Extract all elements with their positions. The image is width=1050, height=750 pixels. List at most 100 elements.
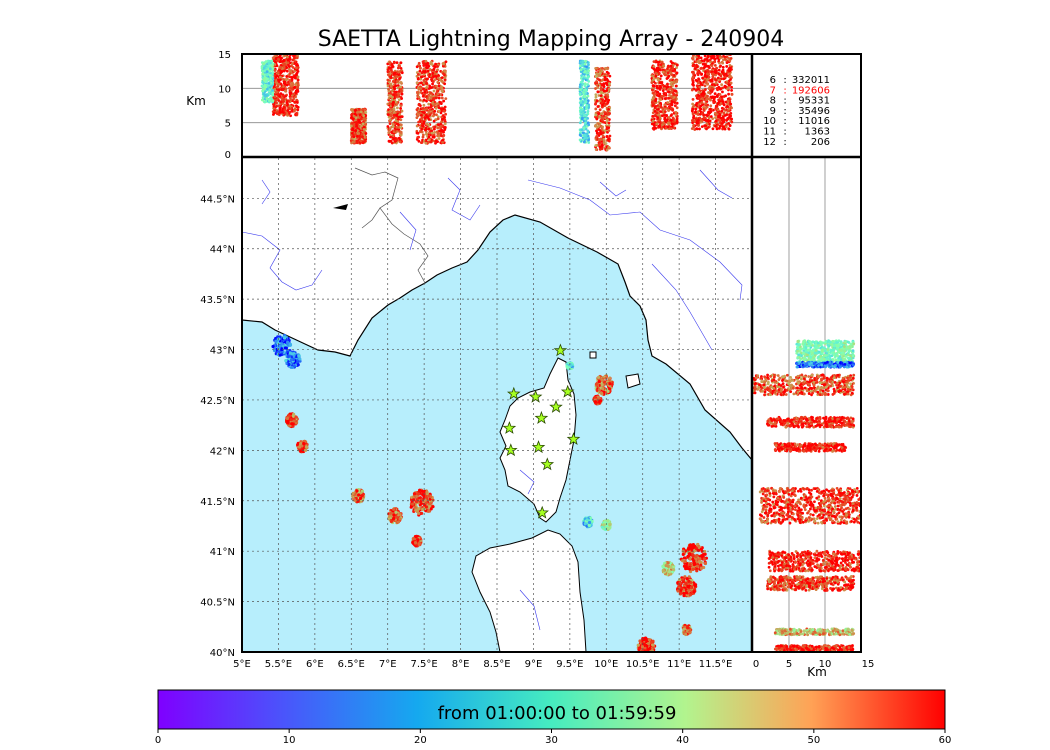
lightning-cluster [679,542,709,574]
lightning-cluster [411,534,423,548]
latitude-cluster [795,339,856,365]
station-star [534,410,549,424]
station-star [540,457,555,471]
latitude-cluster [767,549,861,573]
longitude-tick-label: 8.5°E [483,659,510,670]
station-count: 206 [811,137,830,148]
station-star [549,399,563,413]
station-star [531,440,546,454]
station-count: 95331 [798,96,830,107]
latitude-cluster [758,486,861,525]
station-count-row: 8: 95331 [770,96,830,107]
latitude-cluster [766,415,856,429]
longitude-tick-label: 7.5°E [411,659,438,670]
altitude-x-label: Km [807,665,827,679]
altitude-x-ticks: 0 5 10 15 [753,659,875,670]
altitude-tick-label: 15 [218,50,231,61]
lightning-cluster [600,518,612,532]
svg-text::: : [783,137,786,148]
latitude-tick-label: 44.5°N [200,194,235,205]
station-count: 35496 [798,106,830,117]
longitude-tick-label: 5.5°E [265,659,292,670]
lightning-cluster [661,560,676,577]
lightning-cluster [284,350,302,370]
station-number: 10 [763,116,776,127]
altitude-longitude-panel: 0 5 10 15 Km [186,50,861,161]
lightning-cluster [582,515,594,529]
latitude-ticks: 40°N 40.5°N 41°N 41.5°N 42°N 42.5°N 43°N 43.5°N… [200,194,235,659]
colorbar-ticks: 0 10 20 30 40 50 60 [155,729,951,746]
longitude-tick-label: 6.5°E [338,659,365,670]
lightning-cluster [387,507,403,525]
longitude-tick-label: 7°E [379,659,397,670]
colorbar-tick-label: 40 [676,735,689,746]
figure-frame [241,53,862,653]
station-number: 11 [763,127,776,138]
altitude-tick-label: 5 [786,659,792,670]
svg-text::: : [783,106,786,117]
latitude-tick-label: 41°N [210,547,235,558]
lightning-cluster [681,623,693,637]
longitude-tick-label: 11.5°E [699,659,733,670]
latitude-tick-label: 40°N [210,648,235,659]
station-count: 11016 [798,116,830,127]
station-number: 6 [770,75,776,86]
latitude-tick-label: 41.5°N [200,497,235,508]
lightning-cluster [409,488,435,517]
longitude-tick-label: 9°E [525,659,543,670]
station-count-row: 12: 206 [763,137,830,148]
latitude-cluster [773,441,848,453]
map-panel: 5°E 5.5°E 6°E 6.5°E 7°E 7.5°E 8°E 8.5°E 9°E 9.5°E… [200,158,752,670]
station-count-row: 10: 11016 [763,116,830,127]
colorbar-tick-label: 30 [545,735,558,746]
longitude-tick-label: 10.5°E [626,659,660,670]
lma-stations [502,343,581,519]
lightning-cluster [271,333,293,357]
corsica-land [499,357,577,523]
colorbar-tick-label: 50 [807,735,820,746]
altitude-cluster [650,59,679,131]
altitude-y-ticks: 0 5 10 15 [218,50,231,161]
latitude-tick-label: 43°N [210,346,235,357]
altitude-cluster [690,54,734,131]
colorbar-tick-label: 0 [155,735,161,746]
station-count-rows: 6:3320117:1926068:953319:3549610:1101611… [763,75,830,148]
altitude-tick-label: 10 [819,659,832,670]
latitude-cluster [766,574,856,592]
station-count: 1363 [805,127,830,138]
station-star [566,432,581,446]
altitude-tick-label: 5 [225,119,231,130]
latitude-tick-label: 42.5°N [200,396,235,407]
map-grid [242,158,752,652]
colorbar-tick-label: 20 [414,735,427,746]
altitude-profile-points [260,54,734,152]
longitude-tick-label: 9.5°E [556,659,583,670]
svg-text::: : [783,127,786,138]
longitude-tick-label: 8°E [452,659,470,670]
altitude-cluster [578,59,591,144]
altitude-tick-label: 10 [218,84,231,95]
altitude-cluster [415,59,448,145]
station-star [553,343,568,357]
latitude-tick-label: 43.5°N [200,295,235,306]
latitude-tick-label: 40.5°N [200,598,235,609]
latitude-cluster [773,644,855,652]
station-star [502,421,517,434]
station-star [535,505,549,519]
station-number: 9 [770,106,776,117]
altitude-tick-label: 0 [753,659,759,670]
station-star [528,389,543,403]
svg-text::: : [783,96,786,107]
station-count: 332011 [792,75,830,86]
latitude-cluster [753,373,856,397]
latitude-altitude-panel: 0 5 10 15 Km [753,158,875,679]
colorbar-tick-label: 10 [283,735,296,746]
station-count-row: 7:192606 [770,85,830,96]
station-star [560,384,575,398]
altitude-cluster [271,54,300,118]
lightning-cluster [676,575,698,598]
latitude-cluster [773,627,856,637]
station-count-row: 11: 1363 [763,127,830,138]
longitude-tick-label: 11°E [667,659,691,670]
